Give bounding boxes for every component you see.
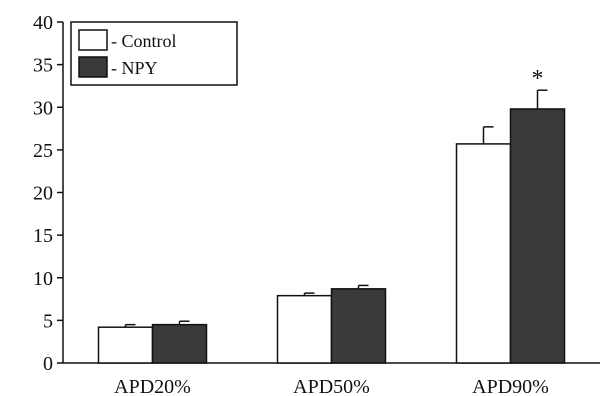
- x-axis: APD20% APD50% APD90%: [63, 362, 600, 396]
- bar: [455, 143, 512, 364]
- bar: [97, 326, 154, 364]
- legend-label-npy: - NPY: [111, 58, 158, 78]
- significance-marker: *: [532, 66, 544, 92]
- y-tick-label: 30: [33, 97, 53, 119]
- bar: [509, 108, 566, 364]
- y-tick-label: 40: [33, 12, 53, 34]
- x-category-label: APD90%: [472, 376, 549, 396]
- y-tick-label: 10: [33, 268, 53, 290]
- x-category-label: APD50%: [293, 376, 370, 396]
- x-category-label: APD20%: [114, 376, 191, 396]
- y-tick-label: 25: [33, 140, 53, 162]
- error-bars: [124, 89, 548, 328]
- legend-label-control: - Control: [111, 31, 177, 51]
- y-axis: 0 5 10 15 20 25 30 35 40: [33, 12, 64, 375]
- y-tick-label: 15: [33, 225, 53, 247]
- y-tick-label: 5: [43, 310, 53, 332]
- legend-swatch-npy: [78, 56, 108, 78]
- bar-series: [97, 108, 566, 364]
- y-tick-label: 20: [33, 183, 53, 205]
- y-tick-label: 0: [43, 353, 53, 375]
- y-tick-label: 35: [33, 55, 53, 77]
- legend: - Control - NPY: [70, 21, 238, 86]
- annotations: *: [532, 66, 544, 92]
- bar: [151, 323, 208, 364]
- bar: [276, 294, 333, 364]
- bar: [330, 288, 387, 364]
- legend-swatch-control: [78, 29, 108, 51]
